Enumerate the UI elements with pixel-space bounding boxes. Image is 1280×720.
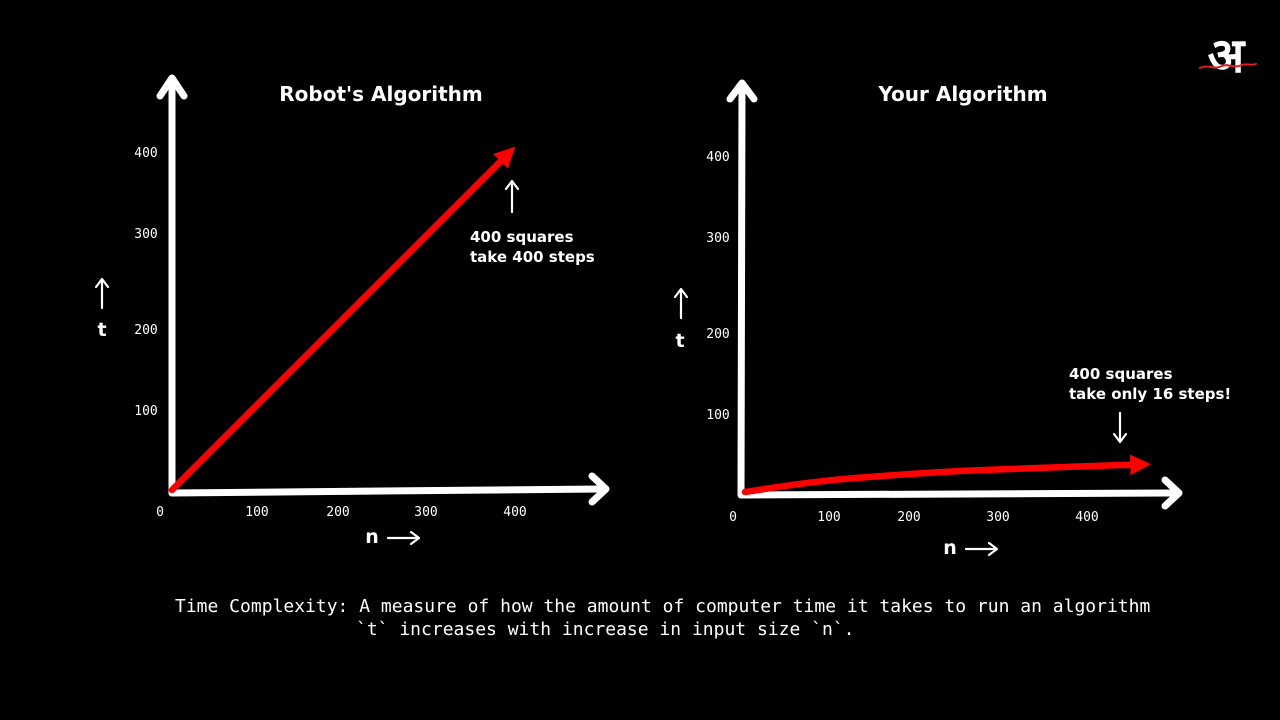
y-tick-label: 200 — [706, 327, 729, 342]
x-tick-label: 200 — [897, 510, 920, 525]
series-line — [741, 454, 1151, 496]
x-tick-label: 300 — [986, 510, 1009, 525]
y-axis — [737, 86, 746, 497]
y-axis-label: t — [673, 287, 689, 352]
x-tick-label: 300 — [414, 505, 437, 520]
annotation-line-1: 400 squares — [1069, 365, 1173, 383]
brand-logo: अ — [1199, 28, 1257, 80]
logo-glyph: अ — [1208, 28, 1247, 80]
x-axis-arrowhead — [1161, 476, 1183, 510]
y-tick-label: 100 — [706, 408, 729, 423]
chart-title: Your Algorithm — [877, 82, 1047, 106]
x-axis-title: n — [943, 537, 957, 559]
logo-script-mark — [1199, 63, 1257, 69]
x-tick-label: 200 — [326, 505, 349, 520]
x-tick-label: 100 — [817, 510, 840, 525]
down-arrow-icon — [1112, 411, 1128, 444]
y-tick-label: 400 — [134, 146, 157, 161]
annotation-line-2: take 400 steps — [470, 248, 595, 266]
y-tick-label: 400 — [706, 150, 729, 165]
x-tick-label: 100 — [245, 505, 268, 520]
caption-line-2: `t` increases with increase in input siz… — [356, 619, 855, 640]
annotation-line-1: 400 squares — [470, 228, 574, 246]
x-tick-label: 0 — [156, 505, 164, 520]
data-series — [168, 146, 516, 494]
x-axis-label: n — [943, 537, 999, 559]
up-arrow-icon — [504, 179, 520, 214]
chart-title: Robot's Algorithm — [279, 82, 483, 106]
y-tick-label: 200 — [134, 323, 157, 338]
y-axis-arrowhead — [726, 79, 758, 103]
annotation-line-2: take only 16 steps! — [1069, 385, 1231, 403]
x-axis — [737, 489, 1176, 499]
y-axis-label: t — [94, 277, 110, 341]
x-axis — [168, 485, 604, 497]
y-tick-label: 300 — [134, 227, 157, 242]
data-series — [741, 454, 1151, 496]
x-tick-label: 400 — [1075, 510, 1098, 525]
x-axis-label: n — [365, 526, 421, 548]
x-axis-title: n — [365, 526, 379, 548]
y-axis-title: t — [675, 330, 684, 352]
y-tick-label: 100 — [134, 404, 157, 419]
x-tick-label: 0 — [729, 510, 737, 525]
x-axis-arrowhead — [588, 472, 610, 506]
y-axis-arrowhead — [156, 74, 188, 100]
right-arrow-icon — [964, 541, 999, 557]
y-tick-label: 300 — [706, 231, 729, 246]
chart-robot: Robot's Algorithm 0 100 200 300 400 100 … — [94, 74, 610, 548]
chart-yours: Your Algorithm 0 100 200 300 400 100 200… — [673, 79, 1231, 559]
right-arrow-icon — [386, 530, 421, 546]
y-axis-title: t — [97, 319, 106, 341]
x-tick-label: 400 — [503, 505, 526, 520]
up-arrow-icon — [94, 277, 110, 310]
caption-line-1: Time Complexity: A measure of how the am… — [175, 596, 1151, 617]
up-arrow-icon — [673, 287, 689, 320]
series-line — [168, 146, 516, 494]
